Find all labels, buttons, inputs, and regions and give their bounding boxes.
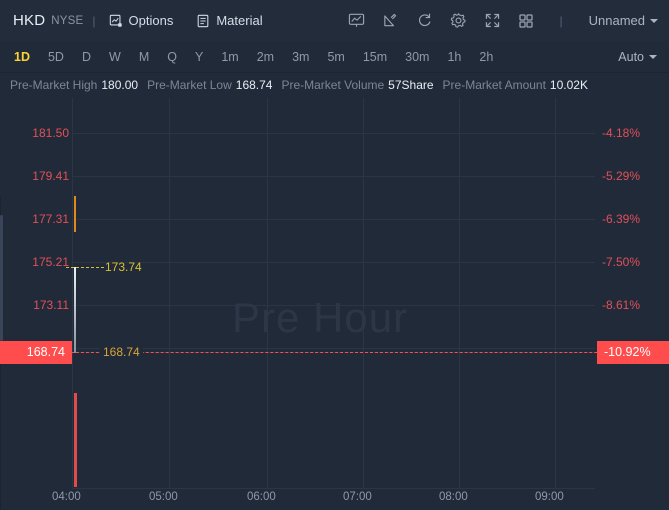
premarket-stats-bar: Pre-Market High 180.00 Pre-Market Low 16… [0,72,669,98]
price-tick-left: 177.31 [32,212,69,226]
gridline-horizontal [72,176,595,177]
period-D[interactable]: D [81,49,91,64]
period-list: 1D 5D D W M Q Y 1m 2m 3m 5m 15m 30m 1h 2h [0,50,502,64]
gridline-vertical [459,98,460,488]
percent-tick-right: -8.61% [602,298,641,312]
fullscreen-icon[interactable] [484,12,501,29]
toolbar-right-divider: | [559,13,563,28]
percent-tick-right: -5.29% [602,169,641,183]
time-tick-label: 09:00 [535,491,564,503]
premarket-price-series [74,267,76,353]
period-W[interactable]: W [109,49,121,64]
gridline-horizontal [72,262,595,263]
period-15m[interactable]: 15m [362,49,388,64]
period-Y[interactable]: Y [194,49,204,64]
premarket-low-label: Pre-Market Low [147,78,232,92]
symbol-ticker[interactable]: HKD [13,12,46,29]
period-5m[interactable]: 5m [327,49,345,64]
toolbar-right-group: | Unnamed [348,12,669,29]
chart-plot-area[interactable]: Pre Hour 181.50 179.41 177.31 175.21 173.11 1… [0,98,669,510]
document-lines-icon [196,14,210,28]
gridline-vertical [363,98,364,488]
material-button-label: Material [216,13,263,28]
period-selector-bar: 1D 5D D W M Q Y 1m 2m 3m 5m 15m 30m 1h 2h Auto [0,41,669,73]
high-marker-label: 173.74 [105,260,142,274]
gridline-vertical [169,98,170,488]
premarket-extended-series [74,196,76,232]
high-marker-line [66,267,104,268]
gridline-horizontal [72,305,595,306]
period-3m[interactable]: 3m [292,49,310,64]
grid-layout-icon[interactable] [518,13,534,29]
current-price-marker-label: 168.74 [100,345,143,359]
chart-document-icon [109,14,123,28]
period-M[interactable]: M [138,49,150,64]
chart-watermark: Pre Hour [232,294,409,341]
gear-icon[interactable] [450,12,467,29]
current-percent-badge[interactable]: -10.92% [597,341,669,364]
time-tick-label: 08:00 [439,491,468,503]
time-axis: 04:00 05:00 06:00 07:00 08:00 09:00 [0,488,669,510]
auto-scale-label: Auto [618,49,644,64]
gridline-horizontal [72,348,595,349]
percent-tick-right: -6.39% [602,212,641,226]
period-1h[interactable]: 1h [447,49,462,64]
exchange-label: NYSE [51,14,84,27]
time-tick-label: 05:00 [149,491,178,503]
premarket-amount-label: Pre-Market Amount [442,78,546,92]
percent-tick-right: -7.50% [602,255,641,269]
refresh-icon[interactable] [416,12,433,29]
options-button[interactable]: Options [105,11,178,30]
gridline-vertical [267,98,268,488]
period-30m[interactable]: 30m [405,49,430,64]
current-price-line [66,352,667,353]
period-Q[interactable]: Q [167,49,177,64]
period-2h[interactable]: 2h [479,49,494,64]
price-tick-left: 181.50 [32,126,69,140]
period-2m[interactable]: 2m [256,49,275,64]
volume-bar [74,393,77,487]
premarket-low-value: 168.74 [235,78,273,92]
chart-monitor-icon[interactable] [348,12,365,29]
time-axis-border [72,488,595,489]
period-5D[interactable]: 5D [47,49,64,64]
period-1D[interactable]: 1D [14,49,30,64]
premarket-volume-label: Pre-Market Volume [281,78,385,92]
top-toolbar: HKD NYSE | Options [0,0,669,42]
price-tick-left: 179.41 [32,169,69,183]
premarket-high-label: Pre-Market High [10,78,98,92]
auto-scale-dropdown[interactable]: Auto [618,50,669,64]
chevron-down-icon [649,54,657,59]
gridline-horizontal [72,133,595,134]
time-tick-label: 04:00 [52,491,81,503]
options-button-label: Options [128,13,174,28]
premarket-volume-value: 57Share [388,78,434,92]
layout-name-label: Unnamed [588,13,645,28]
gridline-horizontal [72,219,595,220]
toolbar-divider: | [92,13,96,28]
gridline-vertical [555,98,556,488]
period-1m[interactable]: 1m [221,49,239,64]
vertical-scrollbar[interactable] [0,215,3,341]
pencil-edit-icon[interactable] [382,12,399,29]
material-button[interactable]: Material [192,11,266,30]
time-tick-label: 07:00 [343,491,372,503]
toolbar-left-group: HKD NYSE | Options [0,11,267,30]
gridline-vertical [72,98,73,488]
premarket-amount-value: 10.02K [549,78,588,92]
price-tick-left: 175.21 [32,255,69,269]
layout-name-dropdown[interactable]: Unnamed [589,13,658,28]
chevron-down-icon [650,18,658,23]
percent-tick-right: -4.18% [602,126,641,140]
time-tick-label: 06:00 [247,491,276,503]
price-tick-left: 173.11 [33,298,69,312]
current-price-badge[interactable]: 168.74 [0,341,72,364]
premarket-high-value: 180.00 [101,78,139,92]
